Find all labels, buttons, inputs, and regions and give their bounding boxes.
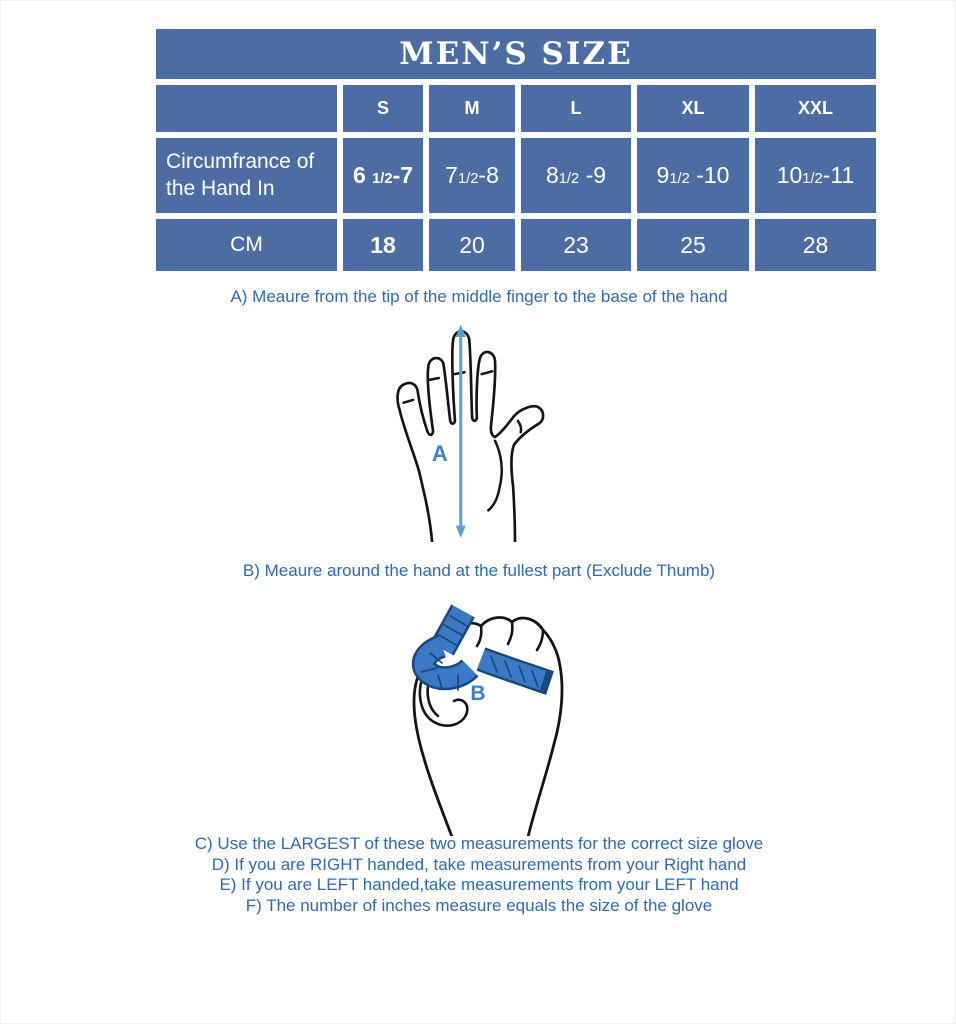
value-main: 8	[545, 162, 559, 188]
instruction-f: F) The number of inches measure equals t…	[245, 896, 713, 916]
open-hand-outline	[396, 330, 545, 542]
value-main: 7	[445, 162, 458, 188]
value-frac: 1/2	[669, 171, 690, 187]
value-frac: 1/2	[802, 171, 823, 187]
table-grid: S M L XL XXL Circumfrance of the Hand In…	[156, 85, 876, 271]
table-cell-inches-xl: 91/2 -10	[637, 138, 749, 213]
table-cell-cm-m: 20	[429, 219, 515, 271]
instruction-d: D) If you are RIGHT handed, take measure…	[211, 854, 747, 874]
mens-size-table: MEN’S SIZE S M L XL XXL Circumfrance of …	[156, 29, 876, 271]
value-frac: 1/2	[558, 171, 580, 187]
fist-figure-label: B	[470, 682, 485, 705]
instruction-a: A) Meaure from the tip of the middle fin…	[230, 287, 728, 306]
header-cell-s: S	[343, 85, 423, 132]
instruction-e: E) If you are LEFT handed,take measureme…	[219, 875, 739, 895]
cell-value: 91/2 -10	[657, 162, 730, 189]
measure-arrow	[455, 324, 466, 538]
cell-value: 6 1/2-7	[353, 162, 413, 189]
cell-value: 81/2 -9	[546, 162, 606, 189]
value-main: 6	[352, 162, 373, 188]
value-tail: -11	[822, 162, 855, 188]
knuckle-lines	[475, 620, 545, 652]
value-tail: -8	[478, 162, 499, 188]
tape-tick-marks	[420, 615, 539, 691]
value-tail: -9	[579, 162, 607, 188]
cell-value: 71/2-8	[445, 162, 499, 189]
table-cell-inches-m: 71/2-8	[429, 138, 515, 213]
table-cell-inches-xxl: 101/2-11	[755, 138, 876, 213]
header-cell-xxl: XXL	[755, 85, 876, 132]
header-cell-l: L	[521, 85, 631, 132]
value-main: 10	[776, 162, 803, 188]
table-cell-inches-l: 81/2 -9	[521, 138, 631, 213]
row-label-inches: Circumfrance of the Hand In	[156, 138, 337, 213]
table-cell-inches-s: 6 1/2-7	[343, 138, 423, 213]
hand-measure-diagram: A	[396, 324, 545, 542]
table-cell-cm-xl: 25	[637, 219, 749, 271]
measuring-tape	[411, 604, 554, 695]
value-tail: -10	[689, 162, 730, 188]
value-tail: -7	[392, 162, 414, 188]
cell-value: 101/2-11	[777, 162, 855, 189]
header-cell-empty	[156, 85, 337, 132]
value-main: 9	[656, 162, 670, 188]
table-title: MEN’S SIZE	[156, 29, 876, 79]
row-label-cm: CM	[156, 219, 337, 271]
fist-measure-diagram: B	[411, 604, 564, 836]
value-frac: 1/2	[372, 171, 393, 187]
hand-figure-label: A	[432, 441, 448, 466]
value-frac: 1/2	[457, 171, 479, 187]
header-cell-xl: XL	[637, 85, 749, 132]
table-cell-cm-xxl: 28	[755, 219, 876, 271]
header-cell-m: M	[429, 85, 515, 132]
table-cell-cm-s: 18	[343, 219, 423, 271]
instructions-footer: C) Use the LARGEST of these two measurem…	[1, 834, 955, 917]
instruction-c: C) Use the LARGEST of these two measurem…	[194, 834, 764, 853]
instruction-b: B) Meaure around the hand at the fullest…	[242, 561, 716, 580]
table-cell-cm-l: 23	[521, 219, 631, 271]
